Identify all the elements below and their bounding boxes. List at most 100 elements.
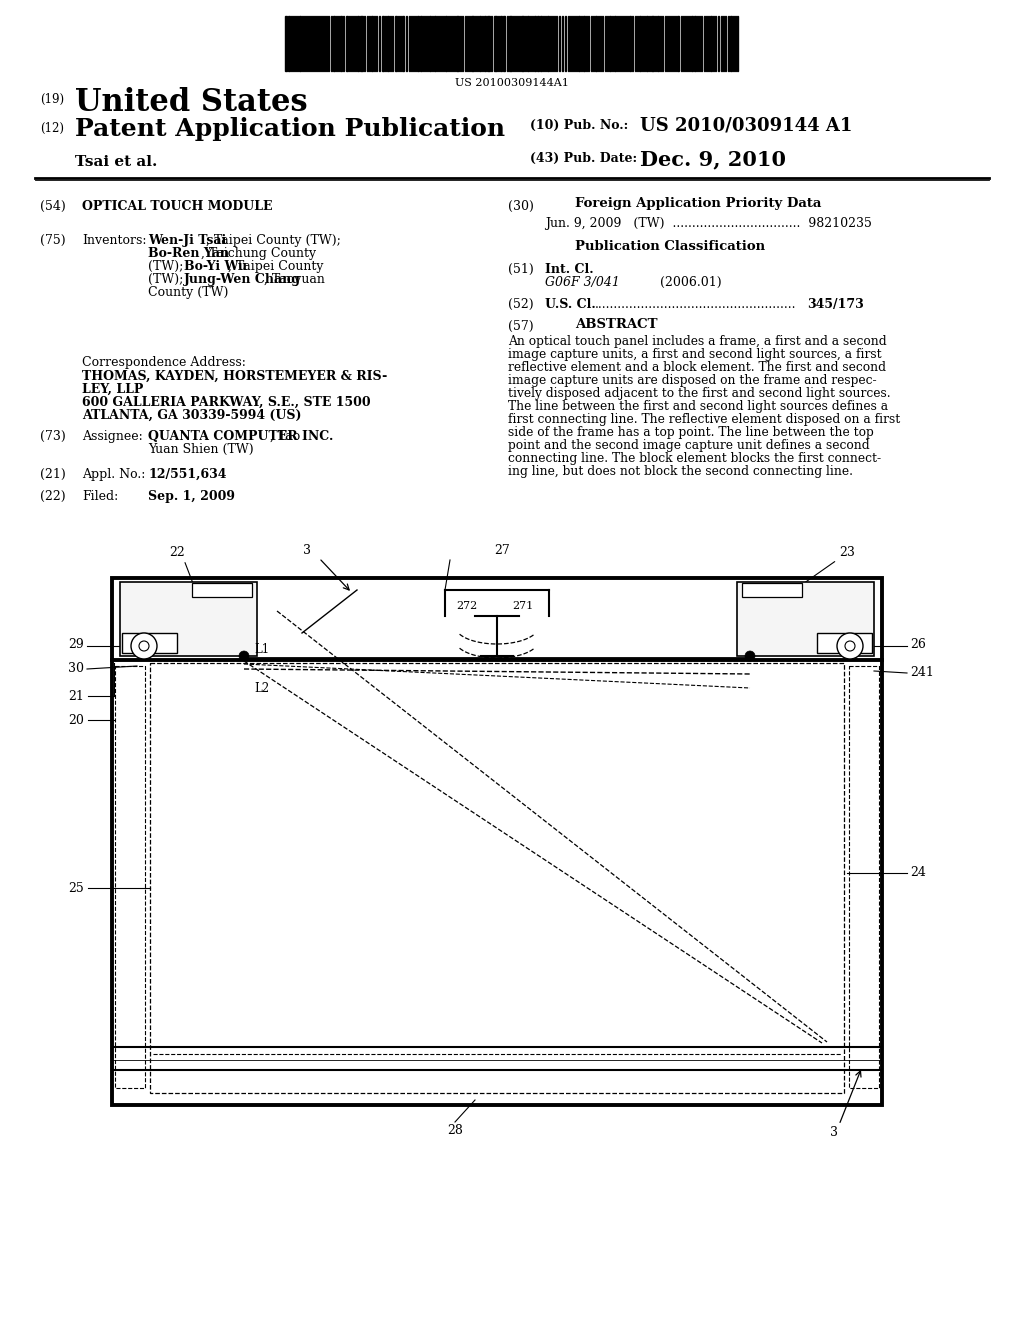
Text: 272: 272 [457, 601, 477, 611]
Text: US 2010/0309144 A1: US 2010/0309144 A1 [640, 116, 852, 135]
Bar [395, 16, 397, 71]
Text: , Taipei County: , Taipei County [228, 260, 324, 273]
Text: Dec. 9, 2010: Dec. 9, 2010 [640, 149, 786, 169]
Text: ATLANTA, GA 30339-5994 (US): ATLANTA, GA 30339-5994 (US) [82, 409, 301, 422]
Bar [657, 16, 659, 71]
Bar [115, 667, 145, 1088]
Bar [484, 16, 486, 71]
Bar [479, 16, 481, 71]
Bar [784, 616, 806, 638]
Text: connecting line. The block element blocks the first connect-: connecting line. The block element block… [508, 451, 881, 465]
Text: (21): (21) [40, 469, 66, 480]
Text: QUANTA COMPUTER INC.: QUANTA COMPUTER INC. [148, 430, 334, 444]
Text: 3: 3 [830, 1126, 838, 1139]
Text: image capture units are disposed on the frame and respec-: image capture units are disposed on the … [508, 374, 877, 387]
Circle shape [139, 642, 150, 651]
Text: ABSTRACT: ABSTRACT [575, 318, 657, 331]
Text: Assignee:: Assignee: [82, 430, 142, 444]
Text: The line between the first and second light sources defines a: The line between the first and second li… [508, 400, 888, 413]
Text: 24: 24 [910, 866, 926, 879]
Text: (57): (57) [508, 319, 534, 333]
Circle shape [837, 634, 863, 659]
Text: 28: 28 [447, 1123, 463, 1137]
Text: (10) Pub. No.:: (10) Pub. No.: [530, 119, 629, 132]
Bar [288, 16, 290, 71]
Text: Filed:: Filed: [82, 490, 118, 503]
Bar [694, 16, 696, 71]
Text: LEY, LLP: LEY, LLP [82, 383, 143, 396]
Text: (51): (51) [508, 263, 534, 276]
Bar [783, 590, 837, 643]
Bar [534, 16, 536, 71]
Bar [346, 16, 348, 71]
Text: 271: 271 [512, 601, 534, 611]
Text: Yuan Shien (TW): Yuan Shien (TW) [148, 444, 254, 455]
Polygon shape [120, 582, 257, 656]
Text: L2: L2 [254, 682, 269, 696]
Text: (TW);: (TW); [148, 260, 187, 273]
Text: Wen-Ji Tsai: Wen-Ji Tsai [148, 234, 226, 247]
Text: County (TW): County (TW) [148, 286, 228, 300]
Bar [185, 614, 234, 663]
Text: ....................................................: ........................................… [595, 298, 797, 312]
Bar [122, 634, 177, 653]
Bar [357, 16, 359, 71]
Bar [112, 578, 882, 1105]
Text: Appl. No.:: Appl. No.: [82, 469, 145, 480]
Text: THOMAS, KAYDEN, HORSTEMEYER & RIS-: THOMAS, KAYDEN, HORSTEMEYER & RIS- [82, 370, 387, 383]
Text: 26: 26 [910, 639, 926, 652]
Bar [730, 16, 732, 71]
Bar [158, 590, 211, 643]
Text: 12/551,634: 12/551,634 [148, 469, 226, 480]
Text: Jun. 9, 2009   (TW)  .................................  98210235: Jun. 9, 2009 (TW) ......................… [545, 216, 871, 230]
Bar [817, 634, 872, 653]
Bar [299, 16, 301, 71]
Bar [420, 16, 422, 71]
Bar [360, 16, 362, 71]
Bar [456, 16, 459, 71]
Bar [691, 16, 693, 71]
Bar [764, 638, 784, 659]
Bar [471, 16, 474, 71]
Bar [609, 16, 611, 71]
Text: point and the second image capture unit defines a second: point and the second image capture unit … [508, 440, 869, 451]
Bar [503, 16, 505, 71]
Bar [150, 663, 844, 1093]
Bar [759, 614, 809, 663]
Text: Inventors:: Inventors: [82, 234, 146, 247]
Text: (19): (19) [40, 92, 65, 106]
Circle shape [239, 651, 249, 661]
Text: (2006.01): (2006.01) [620, 276, 722, 289]
Bar [742, 583, 802, 597]
Text: (TW);: (TW); [148, 273, 187, 286]
Text: ing line, but does not block the second connecting line.: ing line, but does not block the second … [508, 465, 853, 478]
Bar [629, 16, 631, 71]
Bar [193, 583, 252, 597]
Bar [777, 623, 799, 644]
Bar [371, 16, 373, 71]
Text: first connecting line. The reflective element disposed on a first: first connecting line. The reflective el… [508, 413, 900, 426]
Text: Bo-Ren Yan: Bo-Ren Yan [148, 247, 229, 260]
Bar [445, 16, 447, 71]
Text: 23: 23 [839, 546, 855, 560]
Text: Bo-Yi Wu: Bo-Yi Wu [184, 260, 247, 273]
Text: (54): (54) [40, 201, 66, 213]
Bar [196, 623, 216, 644]
Text: Patent Application Publication: Patent Application Publication [75, 117, 505, 141]
Bar [537, 16, 539, 71]
Text: Publication Classification: Publication Classification [575, 240, 765, 253]
Bar [646, 16, 648, 71]
Text: (30): (30) [508, 201, 534, 213]
Text: 241: 241 [910, 667, 934, 680]
Text: image capture units, a first and second light sources, a first: image capture units, a first and second … [508, 348, 882, 360]
Text: , Tao: , Tao [270, 430, 300, 444]
Text: L1: L1 [254, 643, 269, 656]
Text: 600 GALLERIA PARKWAY, S.E., STE 1500: 600 GALLERIA PARKWAY, S.E., STE 1500 [82, 396, 371, 409]
Text: (12): (12) [40, 121, 63, 135]
Text: (75): (75) [40, 234, 66, 247]
Text: Sep. 1, 2009: Sep. 1, 2009 [148, 490, 234, 503]
Text: reflective element and a block element. The first and second: reflective element and a block element. … [508, 360, 886, 374]
Bar [771, 630, 792, 651]
Text: OPTICAL TOUCH MODULE: OPTICAL TOUCH MODULE [82, 201, 272, 213]
Bar [285, 16, 287, 71]
